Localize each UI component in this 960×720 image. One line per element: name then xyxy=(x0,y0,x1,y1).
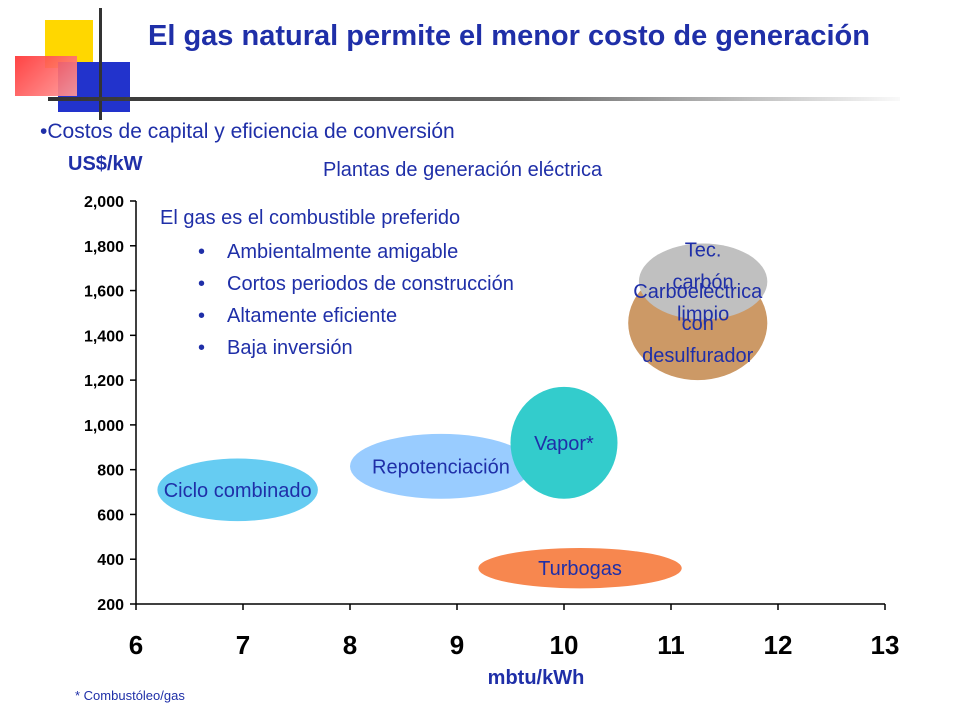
chart-title: Plantas de generación eléctrica xyxy=(323,159,603,181)
deco-horizontal-bar xyxy=(48,97,900,101)
y-axis-label: US$/kW xyxy=(68,153,143,175)
annotation-heading: El gas es el combustible preferido xyxy=(160,207,460,229)
annotation-box: El gas es el combustible preferido • Ambi… xyxy=(160,207,514,359)
annotation-bullet: Altamente eficiente xyxy=(227,305,397,327)
y-tick-label: 800 xyxy=(97,463,124,480)
annotation-bullet-dot: • xyxy=(198,337,205,359)
annotation-bullet: Cortos periodos de construcción xyxy=(227,273,514,295)
bubble-labels: Ciclo combinado Repotenciación Vapor* Turbo… xyxy=(164,240,763,581)
subtitle-bullet: •Costos de capital y eficiencia de conve… xyxy=(40,120,455,143)
annotation-bullet-dot: • xyxy=(198,273,205,295)
x-axis-label: mbtu/kWh xyxy=(488,667,585,689)
bubble-label: Turbogas xyxy=(538,558,622,580)
annotation-bullet: Baja inversión xyxy=(227,337,353,359)
x-tick-label: 9 xyxy=(450,630,464,660)
annotation-bullet-dot: • xyxy=(198,305,205,327)
x-tick-label: 6 xyxy=(129,630,143,660)
y-tick-label: 1,200 xyxy=(84,373,124,390)
y-tick-label: 2,000 xyxy=(84,194,124,211)
bubble-label: Tec. xyxy=(685,240,722,262)
bubble-label: limpio xyxy=(677,304,729,326)
annotation-bullet-dot: • xyxy=(198,241,205,263)
bubble-label: Vapor* xyxy=(534,433,594,455)
y-tick-label: 1,000 xyxy=(84,418,124,435)
x-tick-label: 7 xyxy=(236,630,250,660)
y-tick-label: 600 xyxy=(97,507,124,524)
bubble-label: Ciclo combinado xyxy=(164,480,312,502)
x-tick-label: 13 xyxy=(871,630,900,660)
bubble-label: desulfurador xyxy=(642,345,754,367)
page-title: El gas natural permite el menor costo de… xyxy=(148,20,870,52)
y-tick-label: 1,600 xyxy=(84,284,124,301)
y-tick-label: 1,800 xyxy=(84,239,124,256)
chart-bubbles xyxy=(157,243,768,589)
bubble-label: Repotenciación xyxy=(372,456,510,478)
x-tick-label: 10 xyxy=(550,630,579,660)
deco-vertical-bar xyxy=(99,8,102,120)
x-tick-label: 11 xyxy=(657,630,685,660)
x-ticks: 6 7 8 9 10 11 12 13 xyxy=(129,604,900,660)
bubble-label: con xyxy=(682,313,714,335)
y-tick-label: 400 xyxy=(97,552,124,569)
bubble-label: carbón xyxy=(673,272,734,294)
y-tick-label: 200 xyxy=(97,597,124,614)
deco-red-square xyxy=(15,56,77,96)
bubble xyxy=(478,548,682,589)
chart-axes xyxy=(135,201,885,605)
bubble-label: Carboeléctrica xyxy=(633,281,763,303)
y-tick-label: 1,400 xyxy=(84,328,124,345)
annotation-bullet: Ambientalmente amigable xyxy=(227,241,458,263)
bubble xyxy=(157,458,318,522)
footnote: * Combustóleo/gas xyxy=(75,688,185,703)
x-tick-label: 8 xyxy=(343,630,357,660)
x-tick-label: 12 xyxy=(764,630,793,660)
bubble xyxy=(638,243,768,320)
bubble xyxy=(510,386,618,499)
y-ticks: 200 400 600 800 1,000 1,200 1,400 1,600 1,800 2,0… xyxy=(84,194,136,614)
bubble xyxy=(350,433,532,499)
